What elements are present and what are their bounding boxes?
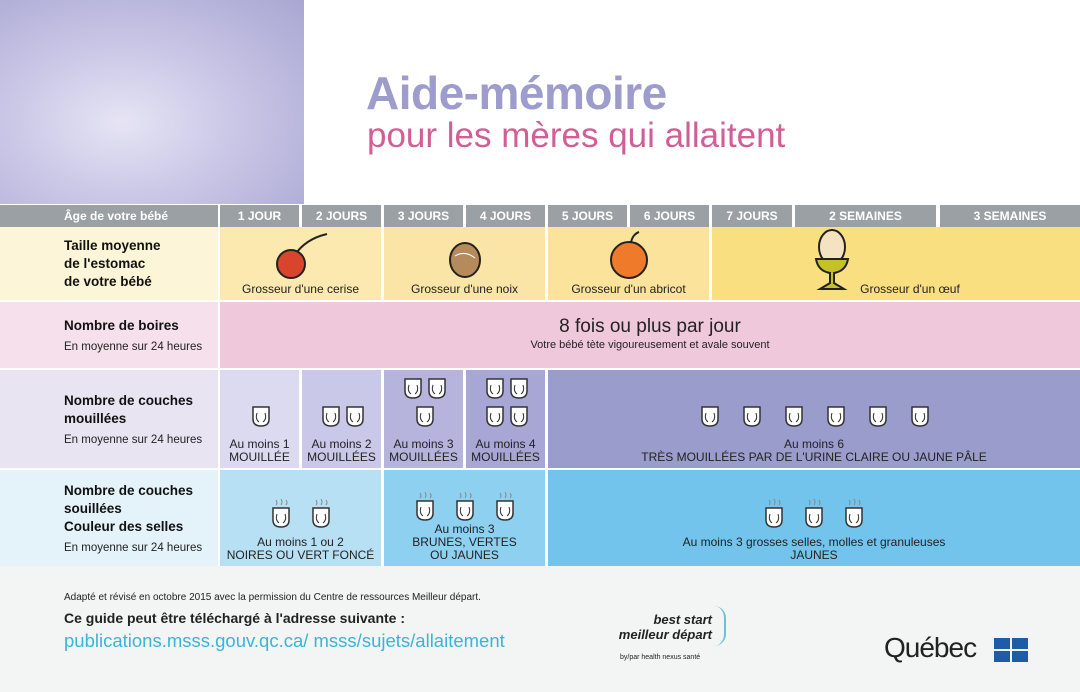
baby-photo [0,0,304,204]
wet-diaper-icon [415,406,434,427]
health-nexus-text: by/par health nexus santé [620,654,701,661]
cherry-icon [271,230,331,283]
wet-diaper-icon [403,378,422,399]
wet-count: Au moins 3 [393,437,454,451]
stomach-size-text: Grosseur d'une noix [410,282,518,296]
stool-color: BRUNES, VERTES OU JAUNES [412,535,517,562]
page-subtitle: pour les mères qui allaitent [367,116,786,155]
soiled-diaper-icon [271,498,290,528]
download-link[interactable]: publications.msss.gouv.qc.ca/ msss/sujet… [64,630,505,651]
soiled-diaper-icon [495,491,514,521]
wet-diaper-cell: Au moins 1 MOUILLÉE [220,370,299,468]
header-column: 3 SEMAINES [940,205,1080,227]
quebec-logo: Québec [884,632,977,663]
header-column: 5 JOURS [548,205,627,227]
wet-diaper-icon [345,406,364,427]
page-title: Aide-mémoire [366,67,667,119]
header-age-label: Âge de votre bébé [0,205,218,227]
quebec-flag-icon [994,638,1028,662]
stomach-cell: Grosseur d'une cerise [220,227,381,300]
wet-count: Au moins 6 [783,437,845,451]
wet-count: Au moins 4 [475,437,536,451]
row-label-feeds: Nombre de boires En moyenne sur 24 heures [0,302,218,368]
wet-diaper-icon [743,406,761,427]
apricot-icon [607,230,651,283]
wet-diaper-icon [785,406,803,427]
soiled-diaper-icon [805,498,823,528]
wet-diaper-icon [509,406,528,427]
feeds-note: Votre bébé tète vigoureusement et avale … [530,338,770,351]
feeds-cell: 8 fois ou plus par jour Votre bébé tète v… [220,302,1080,368]
header-column: 6 JOURS [630,205,709,227]
feeds-main: 8 fois ou plus par jour [559,315,741,337]
header-column: 2 SEMAINES [795,205,936,227]
soiled-count: Au moins 3 grosses selles, molles et gra… [682,535,946,549]
logo-arc [714,606,726,646]
wet-diaper-icon [485,378,504,399]
stomach-cell: Grosseur d'un abricot [548,227,709,300]
wet-diaper-cell: Au moins 3 MOUILLÉES [384,370,463,468]
stomach-size-text: Grosseur d'un œuf [860,282,960,296]
wet-diaper-cell: Au moins 6 TRÈS MOUILLÉES PAR DE L'URINE … [548,370,1080,468]
soiled-diaper-cell: Au moins 3 grosses selles, molles et gra… [548,470,1080,566]
wet-diaper-icon [911,406,929,427]
soiled-diaper-icon [415,491,434,521]
wet-diaper-cell: Au moins 4 MOUILLÉES [466,370,545,468]
header-column: 3 JOURS [384,205,463,227]
stomach-cell: Grosseur d'une noix [384,227,545,300]
download-text: Ce guide peut être téléchargé à l'adress… [64,610,406,626]
soiled-diaper-icon [455,491,474,521]
wet-description: MOUILLÉE [229,450,290,464]
wet-diaper-icon [869,406,887,427]
wet-diaper-icon [321,406,340,427]
soiled-diaper-cell: Au moins 3 BRUNES, VERTES OU JAUNES [384,470,545,566]
wet-count: Au moins 2 [311,437,372,451]
soiled-diaper-icon [845,498,863,528]
wet-diaper-cell: Au moins 2 MOUILLÉES [302,370,381,468]
wet-description: MOUILLÉES [389,450,458,464]
wet-diaper-icon [701,406,719,427]
wet-description: MOUILLÉES [471,450,540,464]
wet-diaper-icon [485,406,504,427]
wet-description: MOUILLÉES [307,450,376,464]
header-column: 7 JOURS [712,205,792,227]
soiled-count: Au moins 1 ou 2 [257,535,344,549]
header-column: 4 JOURS [466,205,545,227]
soiled-count: Au moins 3 [434,522,495,536]
row-label-stomach: Taille moyenne de l'estomac de votre bébé [0,227,218,300]
walnut-icon [445,236,485,283]
stomach-size-text: Grosseur d'une cerise [241,282,359,296]
best-start-logo: best start meilleur départ [618,612,712,642]
header-column: 2 JOURS [302,205,381,227]
credit-text: Adapté et révisé en octobre 2015 avec la… [64,592,481,603]
wet-description: TRÈS MOUILLÉES PAR DE L'URINE CLAIRE OU … [641,450,987,464]
row-label-wet: Nombre de couches mouillées En moyenne sur… [0,370,218,468]
soiled-diaper-cell: Au moins 1 ou 2 NOIRES OU VERT FONCÉ [220,470,381,566]
header-column: 1 JOUR [220,205,299,227]
row-label-soiled: Nombre de couches souillées Couleur des se… [0,470,218,566]
stomach-size-text: Grosseur d'un abricot [571,282,686,296]
soiled-diaper-icon [765,498,783,528]
stool-color: JAUNES [790,548,838,562]
wet-diaper-icon [427,378,446,399]
footer: Adapté et révisé en octobre 2015 avec la… [0,566,1080,692]
wet-diaper-icon [509,378,528,399]
wet-diaper-icon [827,406,845,427]
wet-diaper-icon [251,406,270,427]
stool-color: NOIRES OU VERT FONCÉ [226,548,375,562]
soiled-diaper-icon [311,498,330,528]
stomach-cell: Grosseur d'un œuf [712,227,1080,300]
wet-count: Au moins 1 [229,437,290,451]
egg-icon [812,229,852,296]
